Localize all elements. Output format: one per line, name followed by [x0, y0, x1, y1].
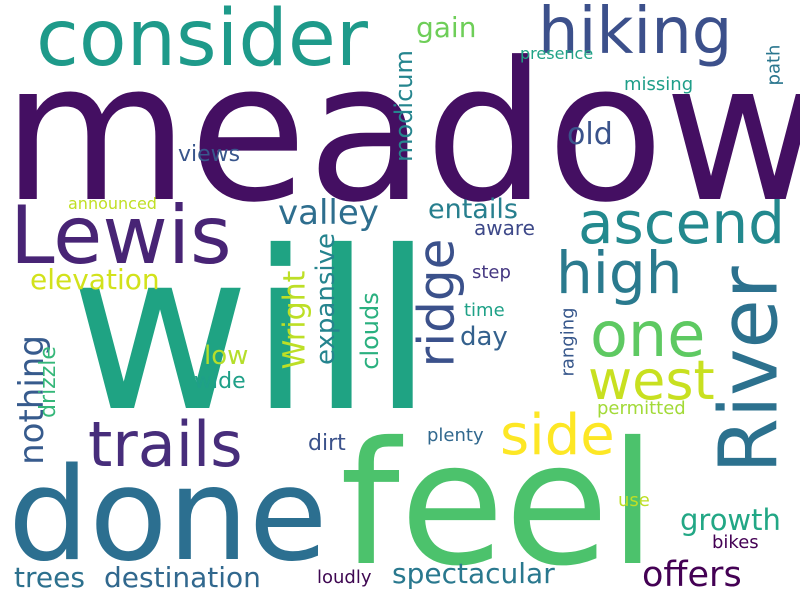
- word-ascend: ascend: [578, 189, 785, 257]
- word-dirt: dirt: [308, 431, 346, 456]
- word-time: time: [464, 300, 505, 321]
- word-expansive: expansive: [311, 233, 341, 365]
- word-old: old: [567, 117, 613, 152]
- word-destination: destination: [104, 561, 261, 594]
- word-ridge: ridge: [407, 238, 466, 368]
- word-wide: wide: [194, 369, 246, 394]
- word-wright: Wright: [277, 270, 313, 370]
- word-offers: offers: [642, 555, 742, 595]
- word-clouds: clouds: [355, 292, 384, 370]
- word-bikes: bikes: [712, 532, 759, 553]
- word-low: low: [204, 341, 249, 371]
- word-plenty: plenty: [427, 425, 484, 446]
- word-path: path: [763, 44, 785, 86]
- word-spectacular: spectacular: [392, 557, 555, 590]
- word-trails: trails: [88, 408, 243, 481]
- word-gain: gain: [416, 11, 477, 44]
- word-will: will: [70, 204, 434, 460]
- word-feel: feel: [340, 406, 657, 600]
- word-river: River: [702, 266, 796, 474]
- word-presence: presence: [520, 44, 594, 63]
- word-trees: trees: [14, 561, 85, 594]
- word-meadow: meadow: [2, 22, 800, 245]
- word-growth: growth: [680, 503, 781, 537]
- word-announced: announced: [68, 194, 157, 213]
- word-one: one: [590, 298, 706, 371]
- word-entails: entails: [428, 194, 518, 225]
- word-step: step: [472, 262, 511, 283]
- word-modicum: modicum: [389, 50, 418, 162]
- word-elevation: elevation: [30, 263, 160, 296]
- word-missing: missing: [624, 74, 694, 95]
- word-loudly: loudly: [317, 567, 372, 588]
- word-day: day: [460, 322, 508, 352]
- word-hiking: hiking: [538, 0, 733, 69]
- word-permitted: permitted: [597, 398, 686, 419]
- word-high: high: [556, 239, 683, 307]
- word-use: use: [618, 490, 650, 511]
- word-ranging: ranging: [557, 307, 579, 377]
- word-views: views: [178, 142, 241, 167]
- word-drizzle: drizzle: [35, 346, 61, 418]
- word-side: side: [500, 403, 615, 468]
- word-aware: aware: [474, 216, 535, 240]
- word-lewis: Lewis: [10, 189, 232, 282]
- word-done: done: [8, 441, 328, 590]
- word-consider: consider: [36, 0, 368, 84]
- word-west: west: [588, 349, 715, 412]
- word-valley: valley: [278, 193, 379, 233]
